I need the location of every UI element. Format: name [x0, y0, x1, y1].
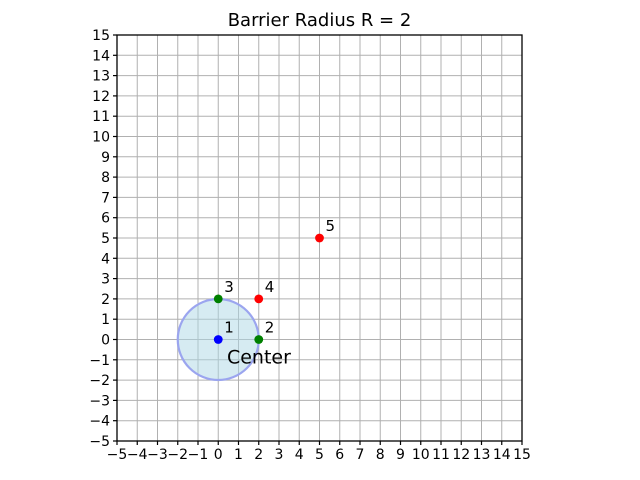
- x-tick-label: 3: [275, 447, 284, 463]
- y-tick-label: 6: [101, 211, 110, 227]
- x-tick-label: 11: [432, 447, 450, 463]
- y-tick-label: 9: [101, 150, 110, 166]
- y-tick-label: −3: [89, 393, 110, 409]
- data-point-2: [254, 335, 264, 344]
- y-tick-label: 7: [101, 190, 110, 206]
- y-tick-label: 11: [92, 109, 110, 125]
- y-tick-label: 8: [101, 170, 110, 186]
- x-tick-label: −2: [167, 447, 188, 463]
- y-tick-label: 3: [101, 272, 110, 288]
- chart-title: Barrier Radius R = 2: [228, 10, 412, 31]
- x-tick-label: 8: [376, 447, 385, 463]
- x-tick-label: 9: [396, 447, 405, 463]
- point-label-4: 4: [265, 278, 275, 296]
- y-tick-label: 12: [92, 89, 110, 105]
- x-tick-label: −3: [147, 447, 168, 463]
- point-label-2: 2: [265, 319, 275, 337]
- center-annotation: Center: [227, 347, 291, 369]
- y-tick-label: 1: [101, 312, 110, 328]
- x-tick-label: 15: [513, 447, 531, 463]
- y-tick-label: 15: [92, 28, 110, 44]
- x-tick-label: 2: [254, 447, 263, 463]
- data-point-5: [315, 233, 324, 243]
- x-tick-label: 13: [473, 447, 491, 463]
- x-tick-label: 4: [295, 447, 304, 463]
- y-tick-label: 4: [101, 251, 110, 267]
- x-tick-label: 10: [412, 447, 430, 463]
- point-label-5: 5: [326, 217, 336, 235]
- y-tick-label: 10: [92, 130, 110, 146]
- y-tick-label: 13: [92, 69, 110, 85]
- x-tick-label: 14: [493, 447, 511, 463]
- y-tick-label: 2: [101, 292, 110, 308]
- data-point-4: [254, 294, 264, 304]
- x-tick-label: −1: [188, 447, 209, 463]
- x-tick-label: −5: [107, 447, 128, 463]
- point-label-1: 1: [224, 319, 234, 337]
- data-point-3: [213, 294, 223, 304]
- x-tick-label: −4: [127, 447, 148, 463]
- point-label-3: 3: [224, 278, 234, 296]
- y-tick-label: −2: [89, 373, 110, 389]
- y-tick-label: −5: [89, 434, 110, 450]
- x-tick-label: 5: [315, 447, 324, 463]
- y-tick-label: −1: [89, 353, 110, 369]
- data-point-1: [213, 335, 223, 344]
- x-tick-label: 7: [356, 447, 365, 463]
- y-tick-label: −4: [89, 414, 110, 430]
- y-tick-label: 14: [92, 48, 110, 64]
- x-tick-label: 12: [452, 447, 470, 463]
- x-tick-label: 6: [335, 447, 344, 463]
- y-tick-label: 5: [101, 231, 110, 247]
- y-tick-label: 0: [101, 333, 110, 349]
- x-tick-label: 1: [234, 447, 243, 463]
- x-tick-label: 0: [214, 447, 223, 463]
